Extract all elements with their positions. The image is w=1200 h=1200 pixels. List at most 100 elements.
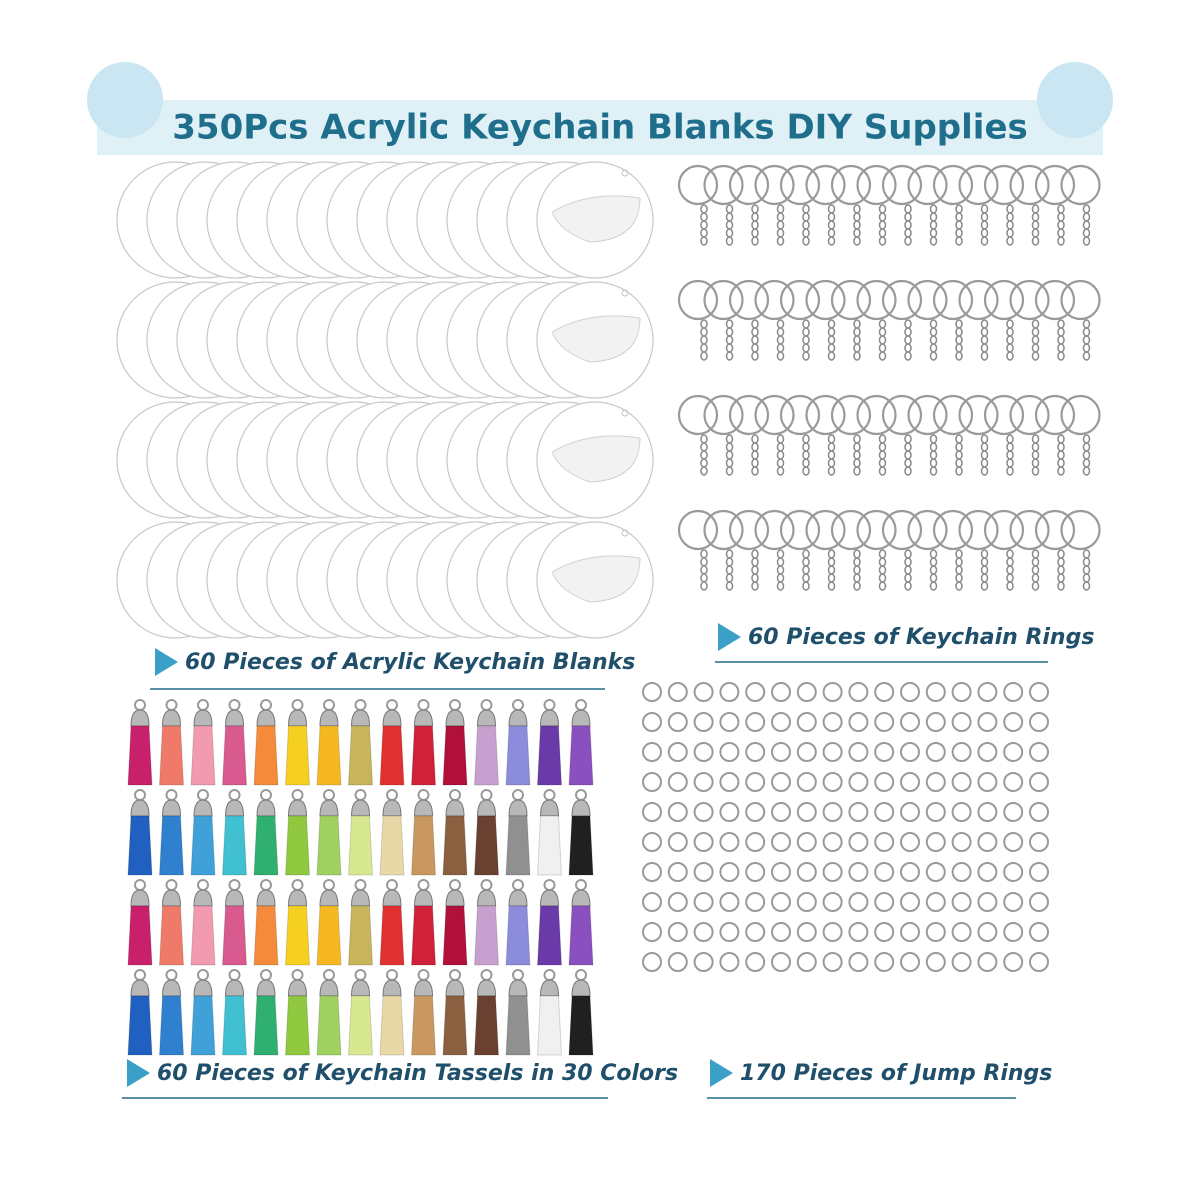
jump-ring (771, 802, 791, 822)
tassel-cap (476, 799, 497, 817)
jump-ring (977, 862, 998, 882)
split-ring (728, 394, 770, 436)
jump-ring (848, 922, 869, 942)
chain-link (929, 204, 938, 214)
chain-link (776, 343, 785, 353)
chain-link (955, 581, 963, 591)
tassel-loop (260, 969, 272, 981)
chain-link (980, 442, 989, 452)
chain-link (1006, 458, 1014, 468)
chain-link (878, 236, 887, 246)
tassel-cap (193, 979, 213, 997)
chain-link (700, 434, 708, 444)
tassel-body (536, 815, 563, 876)
split-ring (932, 509, 974, 551)
chain-link (751, 573, 759, 583)
chain-link (980, 343, 989, 353)
split-ring (958, 394, 999, 436)
chain-link (1006, 212, 1014, 222)
jump-ring (1029, 772, 1049, 792)
jump-ring (642, 892, 662, 912)
jump-ring (796, 712, 817, 732)
jump-ring (1029, 712, 1049, 732)
jump-ring (900, 952, 920, 972)
chain-link (1006, 581, 1014, 591)
chain-link (955, 236, 963, 246)
chain-link (853, 335, 861, 345)
tassel-body (442, 815, 468, 876)
chain-link (1082, 573, 1091, 583)
chain-link (878, 220, 887, 230)
chain-link (955, 228, 963, 238)
split-ring (958, 509, 999, 551)
tassel-body (473, 815, 500, 876)
tassel-body (347, 995, 374, 1056)
chain-link (751, 220, 759, 230)
chain-link (725, 220, 734, 230)
chain-link (1006, 442, 1014, 452)
split-ring (1060, 509, 1101, 551)
split-ring (983, 509, 1025, 551)
chain-link (725, 442, 734, 452)
chain-link (827, 327, 836, 337)
jump-ring (848, 952, 869, 972)
chain-link (1057, 212, 1065, 222)
tassel-cap (130, 799, 150, 817)
tassel-loop (165, 789, 178, 801)
chain-link (776, 549, 785, 559)
tassel-body (442, 905, 468, 966)
jump-ring (1003, 832, 1024, 852)
banner-decor (87, 62, 163, 138)
jump-ring (822, 862, 843, 882)
chain-link (904, 581, 912, 591)
tassel-body (536, 905, 563, 966)
split-ring (728, 509, 770, 551)
chain-link (955, 466, 963, 476)
chain-link (878, 343, 887, 353)
chain-link (802, 335, 810, 345)
tassel-body (505, 815, 531, 876)
chain-link (827, 458, 836, 468)
chain-link (1031, 466, 1040, 476)
tassel-body (568, 905, 594, 966)
chain-link (929, 557, 938, 567)
chain-link (700, 220, 708, 230)
chain-link (802, 466, 810, 476)
chain-link (725, 573, 734, 583)
chain-link (827, 319, 836, 329)
tassel-loop (323, 879, 335, 891)
chain-link (1082, 466, 1091, 476)
jump-ring (951, 952, 972, 972)
chain-link (700, 450, 708, 460)
chain-link (980, 549, 989, 559)
tassel-cap (445, 889, 465, 907)
chain-link (1082, 450, 1091, 460)
chain-link (929, 228, 938, 238)
jump-ring (771, 862, 791, 882)
title-banner (97, 100, 1103, 155)
chain-link (802, 204, 810, 214)
chain-link (751, 549, 759, 559)
jump-ring (667, 802, 688, 822)
chain-link (1031, 228, 1040, 238)
tassel-cap (508, 709, 528, 727)
jump-ring (642, 742, 662, 762)
chain-link (802, 565, 810, 575)
jump-ring (848, 892, 869, 912)
chain-link (980, 351, 989, 361)
chain-link (802, 573, 810, 583)
chain-link (827, 228, 836, 238)
jump-ring (822, 892, 843, 912)
chain-link (1082, 343, 1091, 353)
protective-film (551, 435, 641, 483)
tassel-body (127, 995, 153, 1056)
tassel-cap (382, 889, 402, 907)
chain-link (853, 220, 861, 230)
jump-ring (977, 952, 998, 972)
jump-ring (1003, 742, 1024, 762)
tassel-body (505, 995, 531, 1056)
label-text: 170 Pieces of Jump Rings (740, 1061, 1052, 1086)
chain-link (980, 434, 989, 444)
chain-link (802, 327, 810, 337)
chain-link (1031, 573, 1040, 583)
